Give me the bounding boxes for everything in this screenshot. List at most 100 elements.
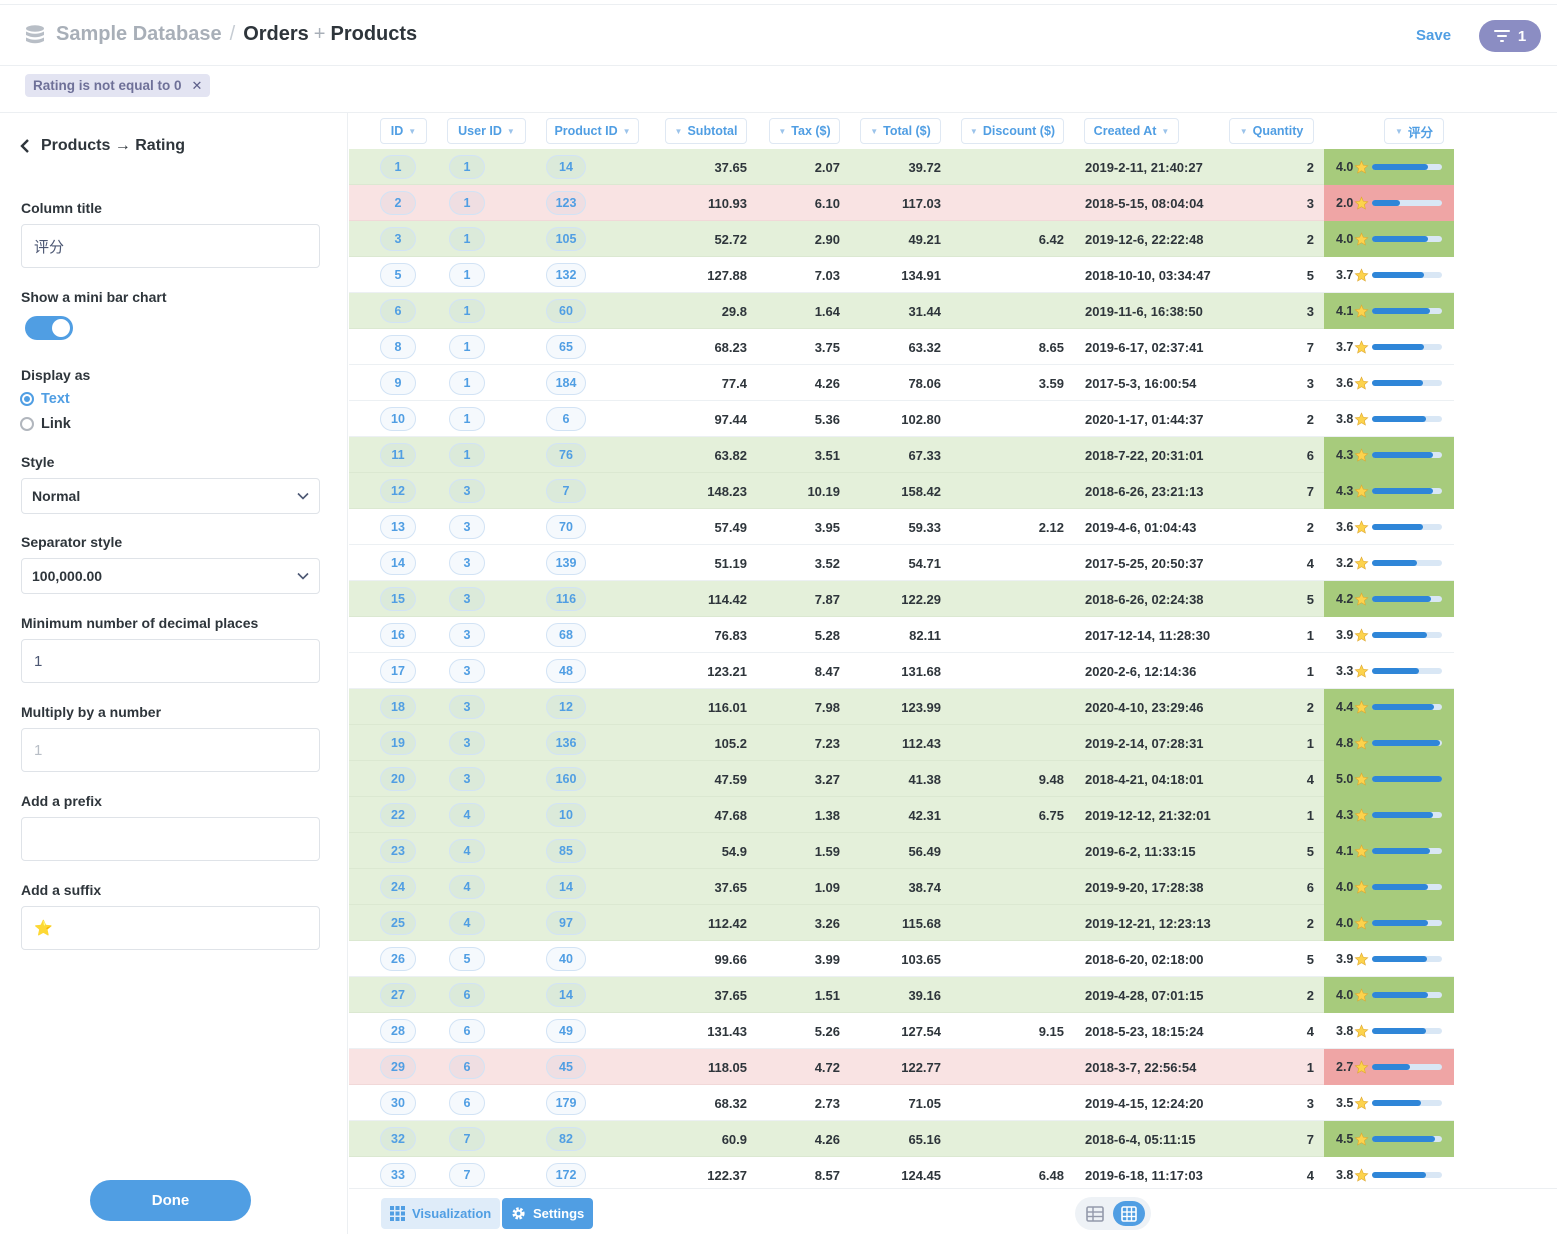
product-id-link[interactable]: 160 bbox=[546, 767, 586, 791]
order-id-link[interactable]: 12 bbox=[380, 479, 416, 503]
column-header-rating[interactable]: ▼ 评分 bbox=[1384, 118, 1444, 144]
order-id-link[interactable]: 6 bbox=[380, 299, 416, 323]
product-id-link[interactable]: 14 bbox=[546, 155, 586, 179]
column-header-quantity[interactable]: ▼ Quantity bbox=[1229, 118, 1314, 144]
column-header-product-id[interactable]: Product ID ▼ bbox=[546, 118, 639, 144]
column-header-user-id[interactable]: User ID ▼ bbox=[447, 118, 526, 144]
user-id-link[interactable]: 6 bbox=[449, 1055, 485, 1079]
product-id-link[interactable]: 139 bbox=[546, 551, 586, 575]
order-id-link[interactable]: 13 bbox=[380, 515, 416, 539]
user-id-link[interactable]: 3 bbox=[449, 623, 485, 647]
product-id-link[interactable]: 45 bbox=[546, 1055, 586, 1079]
user-id-link[interactable]: 1 bbox=[449, 263, 485, 287]
user-id-link[interactable]: 1 bbox=[449, 227, 485, 251]
order-id-link[interactable]: 20 bbox=[380, 767, 416, 791]
breadcrumb-database[interactable]: Sample Database bbox=[56, 23, 222, 45]
order-id-link[interactable]: 32 bbox=[380, 1127, 416, 1151]
order-id-link[interactable]: 8 bbox=[380, 335, 416, 359]
product-id-link[interactable]: 6 bbox=[546, 407, 586, 431]
user-id-link[interactable]: 1 bbox=[449, 335, 485, 359]
order-id-link[interactable]: 33 bbox=[380, 1163, 416, 1187]
user-id-link[interactable]: 7 bbox=[449, 1163, 485, 1187]
user-id-link[interactable]: 3 bbox=[449, 659, 485, 683]
display-as-text-option[interactable]: Text bbox=[20, 391, 70, 407]
column-header-tax[interactable]: ▼ Tax ($) bbox=[769, 118, 840, 144]
filter-pill[interactable]: Rating is not equal to 0 ✕ bbox=[25, 74, 211, 97]
order-id-link[interactable]: 10 bbox=[380, 407, 416, 431]
decimal-places-input[interactable]: 1 bbox=[21, 639, 320, 683]
order-id-link[interactable]: 19 bbox=[380, 731, 416, 755]
separator-style-select[interactable]: 100,000.00 bbox=[21, 558, 320, 594]
user-id-link[interactable]: 6 bbox=[449, 983, 485, 1007]
order-id-link[interactable]: 5 bbox=[380, 263, 416, 287]
column-title-input[interactable]: 评分 bbox=[21, 224, 320, 268]
product-id-link[interactable]: 82 bbox=[546, 1127, 586, 1151]
user-id-link[interactable]: 4 bbox=[449, 911, 485, 935]
product-id-link[interactable]: 136 bbox=[546, 731, 586, 755]
order-id-link[interactable]: 1 bbox=[380, 155, 416, 179]
user-id-link[interactable]: 4 bbox=[449, 839, 485, 863]
user-id-link[interactable]: 4 bbox=[449, 803, 485, 827]
prefix-input[interactable] bbox=[21, 817, 320, 861]
column-header-id[interactable]: ID ▼ bbox=[380, 118, 427, 144]
order-id-link[interactable]: 18 bbox=[380, 695, 416, 719]
user-id-link[interactable]: 3 bbox=[449, 731, 485, 755]
product-id-link[interactable]: 70 bbox=[546, 515, 586, 539]
mini-bar-toggle[interactable] bbox=[25, 316, 73, 340]
product-id-link[interactable]: 123 bbox=[546, 191, 586, 215]
order-id-link[interactable]: 24 bbox=[380, 875, 416, 899]
user-id-link[interactable]: 3 bbox=[449, 551, 485, 575]
column-header-created-at[interactable]: Created At ▼ bbox=[1084, 118, 1179, 144]
product-id-link[interactable]: 116 bbox=[546, 587, 586, 611]
filter-toggle-button[interactable]: 1 bbox=[1479, 20, 1541, 52]
order-id-link[interactable]: 26 bbox=[380, 947, 416, 971]
order-id-link[interactable]: 28 bbox=[380, 1019, 416, 1043]
order-id-link[interactable]: 2 bbox=[380, 191, 416, 215]
settings-button[interactable]: Settings bbox=[502, 1198, 594, 1229]
user-id-link[interactable]: 6 bbox=[449, 1019, 485, 1043]
product-id-link[interactable]: 172 bbox=[546, 1163, 586, 1187]
done-button[interactable]: Done bbox=[90, 1180, 251, 1221]
user-id-link[interactable]: 3 bbox=[449, 695, 485, 719]
order-id-link[interactable]: 23 bbox=[380, 839, 416, 863]
user-id-link[interactable]: 1 bbox=[449, 191, 485, 215]
user-id-link[interactable]: 6 bbox=[449, 1091, 485, 1115]
multiply-input[interactable]: 1 bbox=[21, 728, 320, 772]
user-id-link[interactable]: 5 bbox=[449, 947, 485, 971]
product-id-link[interactable]: 14 bbox=[546, 983, 586, 1007]
suffix-input[interactable]: ⭐ bbox=[21, 906, 320, 950]
product-id-link[interactable]: 12 bbox=[546, 695, 586, 719]
order-id-link[interactable]: 14 bbox=[380, 551, 416, 575]
close-icon[interactable]: ✕ bbox=[191, 77, 203, 93]
user-id-link[interactable]: 1 bbox=[449, 443, 485, 467]
user-id-link[interactable]: 7 bbox=[449, 1127, 485, 1151]
product-id-link[interactable]: 184 bbox=[546, 371, 586, 395]
user-id-link[interactable]: 1 bbox=[449, 407, 485, 431]
product-id-link[interactable]: 105 bbox=[546, 227, 586, 251]
user-id-link[interactable]: 1 bbox=[449, 371, 485, 395]
product-id-link[interactable]: 40 bbox=[546, 947, 586, 971]
visualization-button[interactable]: Visualization bbox=[381, 1198, 501, 1229]
user-id-link[interactable]: 1 bbox=[449, 155, 485, 179]
style-select[interactable]: Normal bbox=[21, 478, 320, 514]
product-id-link[interactable]: 85 bbox=[546, 839, 586, 863]
column-header-discount[interactable]: ▼ Discount ($) bbox=[961, 118, 1064, 144]
user-id-link[interactable]: 3 bbox=[449, 587, 485, 611]
column-header-subtotal[interactable]: ▼ Subtotal bbox=[665, 118, 747, 144]
product-id-link[interactable]: 48 bbox=[546, 659, 586, 683]
product-id-link[interactable]: 7 bbox=[546, 479, 586, 503]
order-id-link[interactable]: 9 bbox=[380, 371, 416, 395]
order-id-link[interactable]: 15 bbox=[380, 587, 416, 611]
product-id-link[interactable]: 60 bbox=[546, 299, 586, 323]
product-id-link[interactable]: 76 bbox=[546, 443, 586, 467]
order-id-link[interactable]: 3 bbox=[380, 227, 416, 251]
product-id-link[interactable]: 65 bbox=[546, 335, 586, 359]
table-view-icon[interactable] bbox=[1085, 1204, 1105, 1224]
user-id-link[interactable]: 3 bbox=[449, 479, 485, 503]
order-id-link[interactable]: 30 bbox=[380, 1091, 416, 1115]
order-id-link[interactable]: 25 bbox=[380, 911, 416, 935]
breadcrumb-table-products[interactable]: Products bbox=[330, 23, 418, 45]
back-button[interactable]: Products → Rating bbox=[19, 137, 185, 155]
order-id-link[interactable]: 16 bbox=[380, 623, 416, 647]
order-id-link[interactable]: 29 bbox=[380, 1055, 416, 1079]
